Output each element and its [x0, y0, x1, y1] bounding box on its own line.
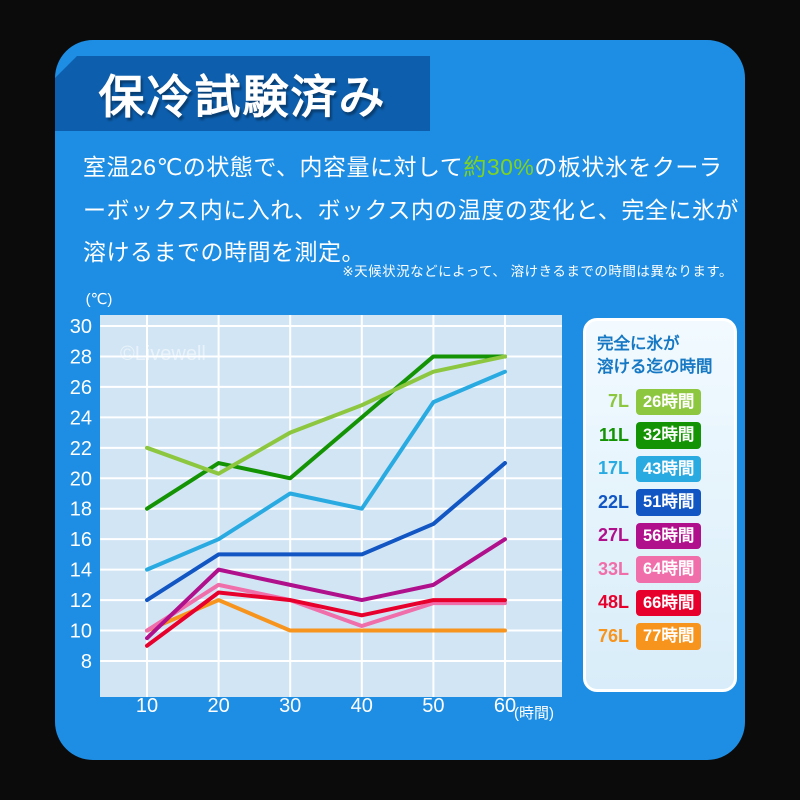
- description-highlight: 約30%: [463, 154, 535, 180]
- legend-time-badge: 51時間: [636, 489, 702, 516]
- legend-item-17L: 17L 43時間: [595, 452, 725, 486]
- legend-title-line1: 完全に氷が: [597, 335, 680, 353]
- legend-size-label: 48L: [597, 592, 629, 613]
- y-tick-label: 24: [70, 407, 92, 429]
- legend-item-27L: 27L 56時間: [595, 519, 725, 553]
- legend-time-badge: 32時間: [636, 422, 702, 449]
- legend-panel: 完全に氷が 溶ける迄の時間 7L 26時間 11L 32時間 17L 43時間 22L 51時…: [583, 318, 737, 692]
- description-part1: 室温26℃の状態で、内容量に対して: [83, 154, 464, 180]
- x-axis-unit-label: (時間): [514, 705, 554, 722]
- y-tick-label: 16: [70, 529, 92, 551]
- title-banner: 保冷試験済み: [55, 56, 430, 131]
- legend-time-badge: 64時間: [636, 556, 702, 583]
- y-tick-label: 12: [70, 590, 92, 612]
- chart-line-27L: [145, 537, 507, 641]
- legend-time-badge: 26時間: [636, 388, 702, 416]
- legend-title: 完全に氷が 溶ける迄の時間: [597, 333, 725, 379]
- legend-title-line2: 溶ける迄の時間: [597, 358, 713, 377]
- x-tick-label: 50: [422, 695, 444, 717]
- chart-line-48L: [145, 590, 507, 648]
- temperature-line-chart: 30 28 26 24 22 20 18 16 14 12 10 8 10 20 30 40 50 60 (℃) (時…: [70, 291, 562, 722]
- chart-line-22L: [145, 461, 507, 603]
- y-tick-label: 8: [81, 651, 92, 673]
- legend-item-11L: 11L 32時間: [595, 419, 725, 453]
- y-tick-label: 28: [70, 346, 92, 368]
- chart-line-33L: [145, 582, 507, 633]
- legend-item-22L: 22L 51時間: [595, 486, 725, 520]
- legend-time-badge: 43時間: [636, 455, 702, 483]
- x-tick-label: 60: [494, 695, 516, 717]
- legend-time-badge: 66時間: [636, 589, 702, 617]
- legend-rows: 7L 26時間 11L 32時間 17L 43時間 22L 51時間 27L 56時間 33L 64時…: [595, 385, 725, 653]
- legend-size-label: 17L: [597, 458, 629, 479]
- legend-size-label: 33L: [597, 558, 629, 579]
- legend-size-label: 27L: [597, 525, 629, 546]
- legend-size-label: 76L: [597, 625, 629, 646]
- page-title: 保冷試験済み: [98, 70, 387, 123]
- y-tick-label: 26: [70, 377, 92, 399]
- watermark: ©Livewell: [120, 343, 206, 365]
- description-part2: の板状氷をクーラーボックス内に入れ、ボックス内の温度の変化と、完全に氷が溶けるま…: [83, 154, 739, 266]
- legend-size-label: 22L: [597, 491, 629, 512]
- legend-item-33L: 33L 64時間: [595, 553, 725, 587]
- x-tick-label: 20: [207, 695, 229, 717]
- chart-line-76L: [145, 598, 507, 633]
- y-tick-label: 20: [70, 468, 92, 490]
- legend-size-label: 11L: [598, 424, 629, 445]
- chart-line-7L: [145, 354, 507, 476]
- y-tick-label: 10: [70, 621, 92, 643]
- info-card: 保冷試験済み 室温26℃の状態で、内容量に対して約30%の板状氷をクーラーボック…: [55, 40, 745, 760]
- legend-item-7L: 7L 26時間: [595, 385, 725, 419]
- x-tick-label: 30: [279, 695, 301, 717]
- disclaimer-note: ※天候状況などによって、 溶けきるまでの時間は異なります。: [342, 264, 733, 279]
- chart-line-17L: [145, 369, 507, 572]
- legend-item-48L: 48L 66時間: [595, 586, 725, 620]
- y-tick-label: 18: [70, 499, 92, 521]
- y-axis-unit-label: (℃): [86, 291, 113, 308]
- legend-item-76L: 76L 77時間: [595, 620, 725, 654]
- y-tick-label: 30: [70, 316, 92, 338]
- x-tick-label: 40: [351, 695, 373, 717]
- legend-time-badge: 77時間: [636, 623, 702, 650]
- x-tick-label: 10: [136, 695, 158, 717]
- legend-size-label: 7L: [607, 391, 629, 412]
- description-text: 室温26℃の状態で、内容量に対して約30%の板状氷をクーラーボックス内に入れ、ボ…: [83, 146, 745, 274]
- y-tick-label: 22: [70, 438, 92, 460]
- legend-time-badge: 56時間: [636, 522, 702, 550]
- y-tick-label: 14: [70, 560, 92, 582]
- plot-area: [100, 315, 562, 697]
